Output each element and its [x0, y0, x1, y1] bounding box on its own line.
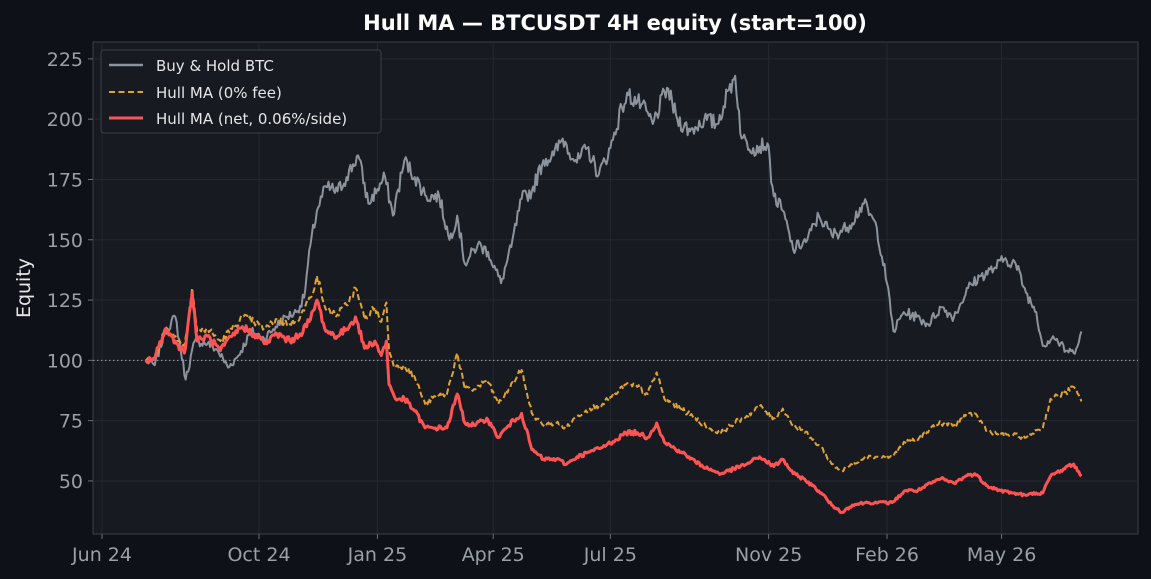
- legend-label-hull-net: Hull MA (net, 0.06%/side): [156, 110, 347, 128]
- y-tick-label: 100: [47, 350, 83, 372]
- legend-box: [100, 49, 382, 134]
- series-line-buy-hold: [145, 74, 1083, 381]
- y-tick-label: 75: [59, 411, 83, 433]
- y-tick-label: 50: [59, 471, 83, 493]
- x-tick-label: Jul 25: [583, 544, 637, 566]
- y-tick-label: 200: [47, 109, 83, 131]
- series-line-hull-nofee: [145, 274, 1083, 473]
- y-tick-label: 125: [47, 290, 83, 312]
- x-tick-label: Oct 24: [227, 544, 290, 566]
- chart-title: Hull MA — BTCUSDT 4H equity (start=100): [363, 11, 867, 35]
- x-tick-label: May 26: [967, 544, 1037, 566]
- x-tick-label: Jun 24: [71, 544, 132, 566]
- x-tick-label: Apr 25: [462, 544, 525, 566]
- y-axis-label: Equity: [13, 258, 35, 318]
- y-axis-ticks: 50 75 100 125 150 175 200 225: [47, 49, 93, 493]
- x-tick-label: Nov 25: [735, 544, 802, 566]
- y-tick-label: 225: [47, 49, 83, 71]
- legend: Buy & Hold BTC Hull MA (0% fee) Hull MA …: [100, 49, 382, 134]
- x-tick-label: Jan 25: [347, 544, 408, 566]
- series-lines: [144, 74, 1083, 515]
- y-tick-label: 150: [47, 230, 83, 252]
- x-axis-ticks: Jun 24 Oct 24 Jan 25 Apr 25 Jul 25 Nov 25 Feb …: [71, 534, 1036, 566]
- series-line-hull-net: [144, 291, 1083, 515]
- legend-label-hull-nofee: Hull MA (0% fee): [156, 84, 282, 102]
- x-tick-label: Feb 26: [855, 544, 919, 566]
- legend-label-buy-hold: Buy & Hold BTC: [156, 57, 274, 75]
- y-tick-label: 175: [47, 169, 83, 191]
